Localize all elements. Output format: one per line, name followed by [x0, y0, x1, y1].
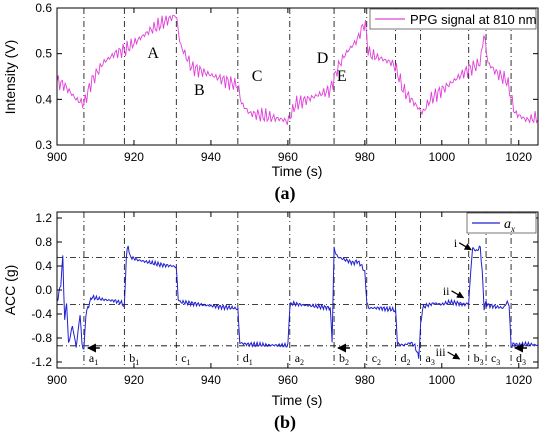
x-tick-label: 900 [47, 150, 67, 164]
x-axis: 900 920 940 960 980 1000 1020 [47, 8, 532, 164]
y-tick-label: 0.6 [35, 1, 52, 15]
legend-label: PPG signal at 810 nm [410, 12, 536, 27]
x-tick-label: 1020 [505, 150, 532, 164]
x-tick-label: 940 [201, 150, 221, 164]
level-marker-label: iii [436, 345, 447, 359]
y-axis: -1.2 -0.8 -0.4 0.0 0.4 0.8 1.2 [31, 211, 538, 369]
phase-divider-lines [83, 212, 512, 368]
x-tick-label: 1020 [505, 373, 532, 387]
phase-labels: a1 b1 c1 d1 a2 b2 c2 d2 a3 b3 c3 d3 [86, 343, 527, 367]
y-tick-label: -0.4 [31, 307, 52, 321]
acc-ax-line [56, 245, 538, 359]
level-marker-label: i [454, 236, 458, 250]
phase-label: b1 [129, 351, 139, 367]
phase-label: a3 [426, 351, 435, 367]
x-tick-label: 960 [278, 150, 298, 164]
y-tick-label: 0.3 [35, 138, 52, 152]
panel-label-b: (b) [274, 412, 296, 433]
x-tick-label: 920 [124, 150, 144, 164]
legend-label: ax [504, 217, 515, 234]
chart-panel-a: 900 920 940 960 980 1000 1020 0.3 0.4 0.5 0.6 A B C… [2, 1, 539, 204]
x-tick-label: 1000 [428, 373, 455, 387]
phase-label: c2 [372, 351, 381, 367]
panel-label-a: (a) [275, 183, 296, 204]
phase-annotations: A B C DE [147, 45, 346, 99]
y-tick-label: 0.0 [35, 283, 52, 297]
plot-frame [56, 211, 539, 369]
y-axis-label: ACC (g) [2, 265, 18, 316]
x-tick-label: 980 [355, 373, 375, 387]
y-tick-label: -0.8 [31, 331, 52, 345]
legend-box [369, 8, 537, 30]
ppg-signal-line [56, 14, 539, 125]
x-axis-label: Time (s) [272, 163, 323, 179]
phase-label: a1 [89, 351, 98, 367]
phase-annotation: D [317, 50, 329, 67]
phase-annotation: A [147, 45, 159, 62]
phase-label: b3 [474, 351, 484, 367]
level-marker-label: ii [443, 284, 450, 298]
phase-annotation: C [252, 68, 263, 85]
phase-label: d2 [401, 351, 411, 367]
phase-label: d1 [243, 351, 253, 367]
x-tick-label: 900 [47, 373, 67, 387]
phase-label: c3 [491, 351, 500, 367]
y-tick-label: 0.4 [35, 92, 52, 106]
level-marker-arrow [458, 242, 472, 251]
phase-label: b2 [339, 351, 349, 367]
phase-annotation: B [194, 82, 205, 99]
phase-label: c1 [181, 351, 190, 367]
y-tick-label: 0.4 [35, 259, 52, 273]
phase-label: d3 [516, 351, 526, 367]
y-axis: 0.3 0.4 0.5 0.6 [35, 1, 538, 152]
phase-divider-lines [83, 8, 512, 145]
x-axis-label: Time (s) [272, 392, 323, 408]
y-tick-label: 1.2 [35, 211, 52, 225]
level-marker-arrow [451, 290, 465, 299]
chart-panel-b: 900 920 940 960 980 1000 1020 -1.2 -0.8 -0.4 0.0 0… [2, 211, 539, 433]
plot-frame [56, 7, 539, 146]
y-tick-label: -1.2 [31, 355, 52, 369]
x-tick-label: 960 [278, 373, 298, 387]
level-marker-arrow [447, 351, 461, 360]
y-axis-label: Intensity (V) [2, 40, 18, 115]
y-tick-label: 0.5 [35, 47, 52, 61]
x-tick-label: 940 [201, 373, 221, 387]
reference-level-lines [57, 257, 538, 347]
x-tick-label: 1000 [428, 150, 455, 164]
phase-annotation: E [337, 68, 347, 85]
x-tick-label: 920 [124, 373, 144, 387]
legend: PPG signal at 810 nm [369, 8, 537, 30]
y-tick-label: 0.8 [35, 235, 52, 249]
phase-label: a2 [295, 351, 304, 367]
legend: ax [466, 212, 537, 234]
legend-box [466, 212, 537, 234]
x-tick-label: 980 [355, 150, 375, 164]
x-axis: 900 920 940 960 980 1000 1020 [47, 212, 532, 387]
